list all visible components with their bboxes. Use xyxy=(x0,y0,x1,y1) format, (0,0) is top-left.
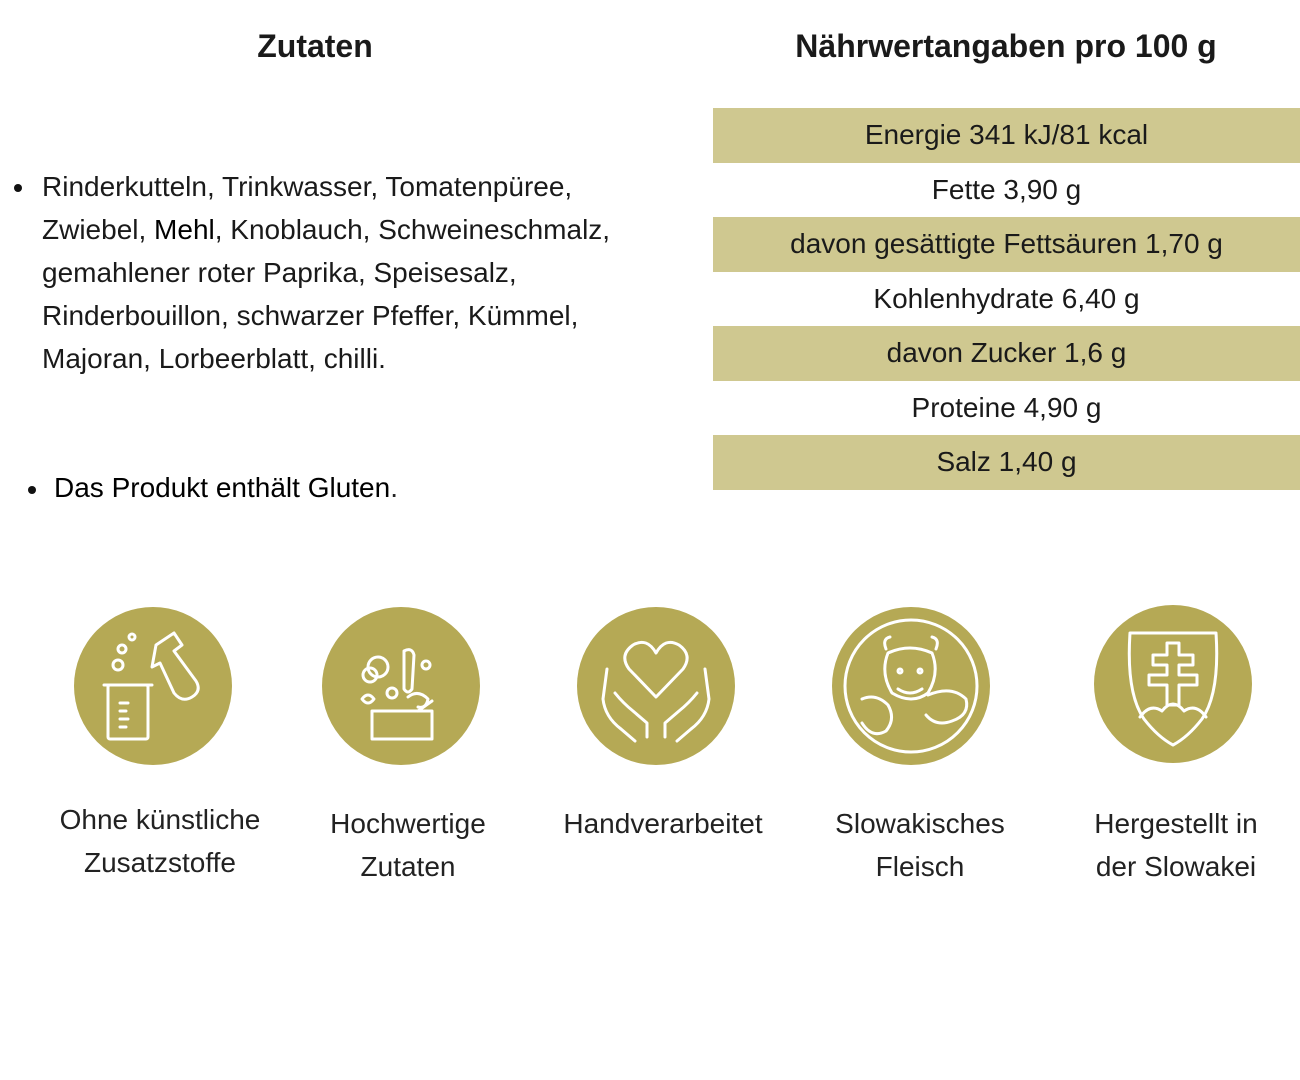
nutrition-row-fat: Fette 3,90 g xyxy=(931,173,1082,205)
nutrition-row-saturated-fat: davon gesättigte Fettsäuren 1,70 g xyxy=(713,217,1300,272)
bullet-icon xyxy=(28,486,36,494)
cow-pig-icon xyxy=(832,607,990,765)
feature-label-handmade: Handverarbeitet xyxy=(563,808,763,839)
feature-label-meat: Slowakisches Fleisch xyxy=(835,808,1005,882)
gluten-note-text: Das Produkt enthält Gluten xyxy=(54,472,391,503)
nutrition-table: Energie 341 kJ/81 kcal Fette 3,90 g davo… xyxy=(713,108,1300,490)
nutrition-row-sugar: davon Zucker 1,6 g xyxy=(713,326,1300,381)
lab-flask-icon xyxy=(74,607,232,765)
allergen-mehl: Mehl xyxy=(154,214,215,245)
bullet-icon xyxy=(14,184,22,192)
gluten-note: Das Produkt enthält Gluten. xyxy=(28,468,398,508)
ingredients-list: Rinderkutteln, Trinkwasser, Tomatenpüree… xyxy=(14,165,674,380)
vegetables-box-icon xyxy=(322,607,480,765)
heart-hands-icon xyxy=(577,607,735,765)
feature-label-additives: Ohne künstliche Zusatzstoffe xyxy=(59,804,261,878)
ingredients-heading: Zutaten xyxy=(257,28,373,64)
nutrition-row-energy: Energie 341 kJ/81 kcal xyxy=(713,108,1300,163)
feature-label-ingredients: Hochwertige Zutaten xyxy=(330,808,486,882)
nutrition-heading: Nährwertangaben pro 100 g xyxy=(795,28,1217,64)
ingredients-item: Rinderkutteln, Trinkwasser, Tomatenpüree… xyxy=(14,165,674,380)
ingredients-text-2: , Knoblauch, Schweineschmalz, gemahlener… xyxy=(42,214,611,374)
nutrition-row-carbohydrates: Kohlenhydrate 6,40 g xyxy=(873,282,1140,314)
slovak-coat-of-arms-icon xyxy=(1094,605,1252,763)
nutrition-row-salt: Salz 1,40 g xyxy=(713,435,1300,490)
nutrition-row-protein: Proteine 4,90 g xyxy=(911,391,1102,423)
feature-label-made-in-slovakia: Hergestellt in der Slowakei xyxy=(1094,808,1258,882)
ingredients-text-1: Rinderkutteln, Trinkwasser, Tomatenpüree… xyxy=(42,171,573,245)
gluten-note-period: . xyxy=(390,472,398,503)
